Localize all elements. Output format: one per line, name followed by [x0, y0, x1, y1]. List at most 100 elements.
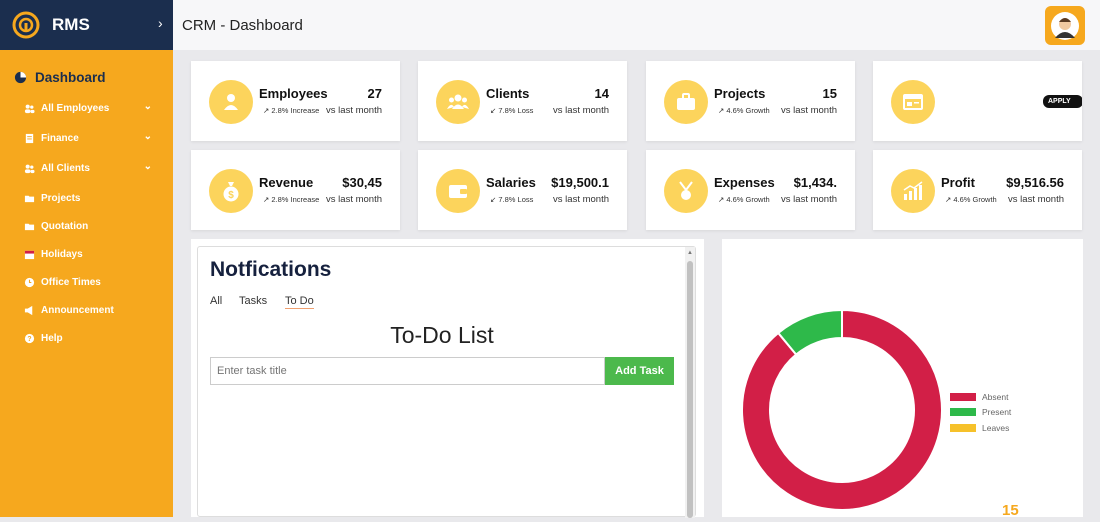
- card-value: $9,516.56: [1006, 175, 1064, 190]
- person-icon: [209, 80, 253, 124]
- chevron-down-icon: ⌄: [143, 161, 152, 172]
- stat-card-salaries[interactable]: Salaries $19,500.1 ↙ 7.8% Loss vs last m…: [418, 150, 627, 230]
- apply-button[interactable]: APPLY: [1043, 95, 1082, 108]
- card-compare: vs last month: [553, 194, 609, 205]
- donut-slice-absent[interactable]: [741, 308, 943, 511]
- donut-slice-present[interactable]: [776, 308, 843, 356]
- card-change: ↗ 4.6% Growth: [718, 195, 770, 204]
- svg-text:?: ?: [27, 336, 31, 343]
- card-compare: vs last month: [781, 105, 837, 116]
- sidebar-item-dashboard[interactable]: Dashboard: [14, 70, 106, 85]
- page-number: 15: [1002, 502, 1019, 519]
- card-title: Employees: [259, 86, 328, 101]
- legend-item-leaves[interactable]: Leaves: [950, 420, 1011, 436]
- sidebar-item-all-clients[interactable]: All Clients ⌄: [24, 160, 154, 176]
- tab-tasks[interactable]: Tasks: [239, 295, 268, 307]
- legend-label: Leaves: [982, 422, 1010, 433]
- user-avatar-icon: [1051, 11, 1079, 40]
- stat-card-projects[interactable]: Projects 15 ↗ 4.6% Growth vs last month: [646, 61, 855, 141]
- card-compare: vs last month: [326, 105, 382, 116]
- notifications-panel: Notfications All Tasks To Do To-Do List …: [191, 239, 704, 518]
- stat-card-expenses[interactable]: Expenses $1,434. ↗ 4.6% Growth vs last m…: [646, 150, 855, 230]
- card-value: 14: [594, 86, 609, 101]
- tab-all[interactable]: All: [210, 295, 223, 307]
- scrollbar-thumb[interactable]: [687, 261, 693, 518]
- money-bag-icon: $: [209, 169, 253, 213]
- add-task-button[interactable]: Add Task: [605, 357, 674, 385]
- sidebar-item-projects[interactable]: Projects: [24, 190, 154, 206]
- app-name: RMS: [52, 15, 90, 34]
- legend-swatch: [950, 408, 976, 417]
- sidebar-item-help[interactable]: ? Help: [24, 330, 154, 346]
- sidebar-item-announcement[interactable]: Announcement: [24, 302, 154, 318]
- scroll-up-icon[interactable]: ▲: [687, 250, 693, 256]
- folder-icon: [24, 223, 35, 230]
- legend-label: Absent: [982, 391, 1009, 402]
- legend-label: Present: [982, 407, 1012, 418]
- card-compare: vs last month: [553, 105, 609, 116]
- card-compare: vs last month: [1008, 194, 1064, 205]
- sidebar-toggle-icon[interactable]: ›: [158, 15, 163, 31]
- group-icon: [436, 80, 480, 124]
- stat-card-apply[interactable]: APPLY: [873, 61, 1082, 141]
- help-icon: ?: [24, 333, 35, 343]
- card-change: ↙ 7.8% Loss: [490, 195, 534, 204]
- wallet-icon: [436, 169, 480, 213]
- card-title: Profit: [941, 175, 975, 190]
- clients-icon: [24, 164, 35, 173]
- chevron-down-icon: ⌄: [143, 101, 152, 112]
- legend-swatch: [950, 423, 976, 432]
- card-change: ↙ 7.8% Loss: [490, 106, 534, 115]
- stat-card-profit[interactable]: Profit $9,516.56 ↗ 4.6% Growth vs last m…: [873, 150, 1082, 230]
- sidebar-item-label: All Employees: [41, 102, 110, 114]
- sidebar-item-label: Office Times: [41, 276, 101, 288]
- sidebar-item-label: All Clients: [41, 162, 90, 174]
- stat-card-employees[interactable]: Employees 27 ↗ 2.8% Increase vs last mon…: [191, 61, 400, 141]
- sidebar-item-label: Holidays: [41, 248, 83, 260]
- card-value: 27: [367, 86, 382, 101]
- notifications-title: Notfications: [210, 258, 332, 281]
- card-title: Salaries: [486, 175, 536, 190]
- legend-item-absent[interactable]: Absent: [950, 389, 1011, 405]
- calendar-icon: [24, 250, 35, 259]
- svg-text:$: $: [228, 190, 234, 201]
- legend-swatch: [950, 392, 976, 401]
- folder-icon: [24, 195, 35, 202]
- sidebar-item-quotation[interactable]: Quotation: [24, 218, 154, 234]
- card-change: ↗ 4.6% Growth: [945, 195, 997, 204]
- sidebar-item-holidays[interactable]: Holidays: [24, 246, 154, 262]
- card-title: Clients: [486, 86, 530, 101]
- pie-chart-icon: [14, 71, 27, 84]
- card-change: ↗ 2.8% Increase: [263, 106, 320, 115]
- task-title-input[interactable]: [210, 357, 605, 385]
- sidebar-item-all-employees[interactable]: All Employees ⌄: [24, 100, 154, 116]
- attendance-chart-panel: Absent Present Leaves: [722, 239, 1083, 517]
- sidebar-item-finance[interactable]: Finance ⌄: [24, 130, 154, 146]
- stat-card-revenue[interactable]: $ Revenue $30,45 ↗ 2.8% Increase vs last…: [191, 150, 400, 230]
- legend-item-present[interactable]: Present: [950, 405, 1011, 421]
- logo-icon: [12, 11, 40, 39]
- card-title: Projects: [714, 86, 766, 101]
- browser-window-icon: [891, 80, 935, 124]
- page-title: CRM - Dashboard: [182, 17, 303, 34]
- card-compare: vs last month: [326, 194, 382, 205]
- growth-chart-icon: [891, 169, 935, 213]
- stat-card-clients[interactable]: Clients 14 ↙ 7.8% Loss vs last month: [418, 61, 627, 141]
- sidebar-item-label: Finance: [41, 132, 79, 144]
- card-title: Expenses: [714, 175, 775, 190]
- sidebar-item-label: Quotation: [41, 220, 89, 232]
- coins-icon: [664, 169, 708, 213]
- brand-header: RMS ›: [0, 0, 173, 50]
- scrollbar[interactable]: ▲: [685, 247, 695, 518]
- briefcase-icon: [664, 80, 708, 124]
- avatar[interactable]: [1045, 6, 1085, 45]
- sidebar-item-office-times[interactable]: Office Times: [24, 274, 154, 290]
- chevron-down-icon: ⌄: [143, 131, 152, 142]
- card-value: 15: [822, 86, 837, 101]
- card-value: $1,434.: [793, 175, 837, 190]
- sidebar-item-label: Projects: [41, 192, 81, 204]
- tab-to-do[interactable]: To Do: [285, 295, 314, 309]
- sidebar-item-label: Help: [41, 332, 63, 344]
- card-compare: vs last month: [781, 194, 837, 205]
- card-value: $19,500.1: [551, 175, 609, 190]
